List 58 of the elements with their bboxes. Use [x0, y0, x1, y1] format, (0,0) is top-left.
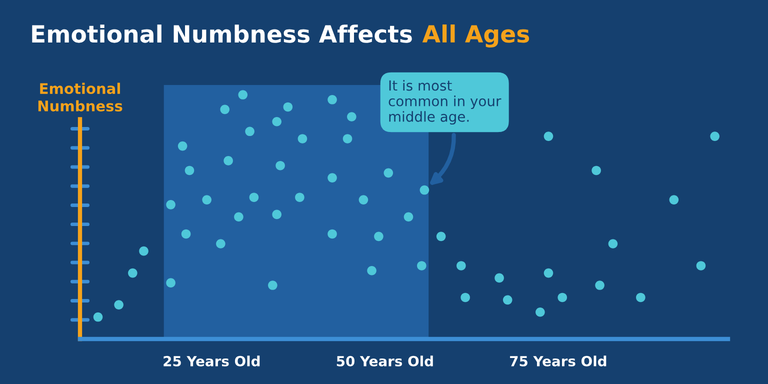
point — [245, 126, 254, 136]
x-tick-label: 75 Years Old — [510, 356, 606, 366]
point — [234, 212, 244, 222]
point — [536, 307, 545, 317]
point — [184, 166, 194, 176]
point — [272, 116, 282, 126]
chart-title: Emotional Numbness Affects All Ages — [32, 24, 530, 48]
point — [436, 232, 446, 242]
point — [166, 200, 176, 210]
point — [276, 160, 285, 170]
point — [456, 261, 466, 270]
x-tick-label: 50 Years Old — [336, 356, 433, 366]
point — [420, 185, 430, 195]
point — [114, 300, 124, 310]
point — [224, 156, 233, 166]
point — [494, 273, 504, 283]
point — [374, 232, 384, 242]
point — [608, 239, 618, 248]
point — [328, 94, 337, 104]
point — [696, 261, 706, 270]
point — [283, 102, 293, 112]
point — [669, 195, 679, 204]
point — [295, 192, 304, 202]
point — [347, 112, 356, 122]
point — [417, 261, 426, 270]
point — [544, 132, 554, 141]
point — [358, 195, 368, 204]
point — [128, 268, 138, 278]
point — [139, 246, 148, 256]
x-tick-label: 25 Years Old — [164, 356, 260, 366]
point — [328, 173, 337, 182]
point — [502, 295, 512, 305]
point — [342, 134, 352, 144]
point — [93, 312, 103, 322]
point — [592, 166, 601, 176]
point — [710, 132, 720, 141]
y-axis-title: Emotional Numbness — [38, 82, 122, 112]
point — [595, 280, 604, 290]
point — [460, 292, 470, 302]
point — [544, 268, 554, 278]
point — [238, 90, 248, 100]
point — [166, 278, 176, 288]
point — [216, 239, 226, 248]
point — [268, 280, 278, 290]
point — [220, 104, 230, 114]
point — [367, 266, 376, 276]
point — [298, 134, 308, 144]
point — [181, 229, 191, 239]
point — [328, 229, 337, 239]
point — [178, 141, 188, 151]
point — [249, 192, 259, 202]
point — [384, 168, 394, 178]
point — [558, 292, 568, 302]
annotation: It is most common in your middle age. — [388, 80, 502, 125]
point — [404, 212, 414, 222]
point — [202, 195, 212, 204]
point — [272, 210, 282, 220]
point — [636, 292, 646, 302]
